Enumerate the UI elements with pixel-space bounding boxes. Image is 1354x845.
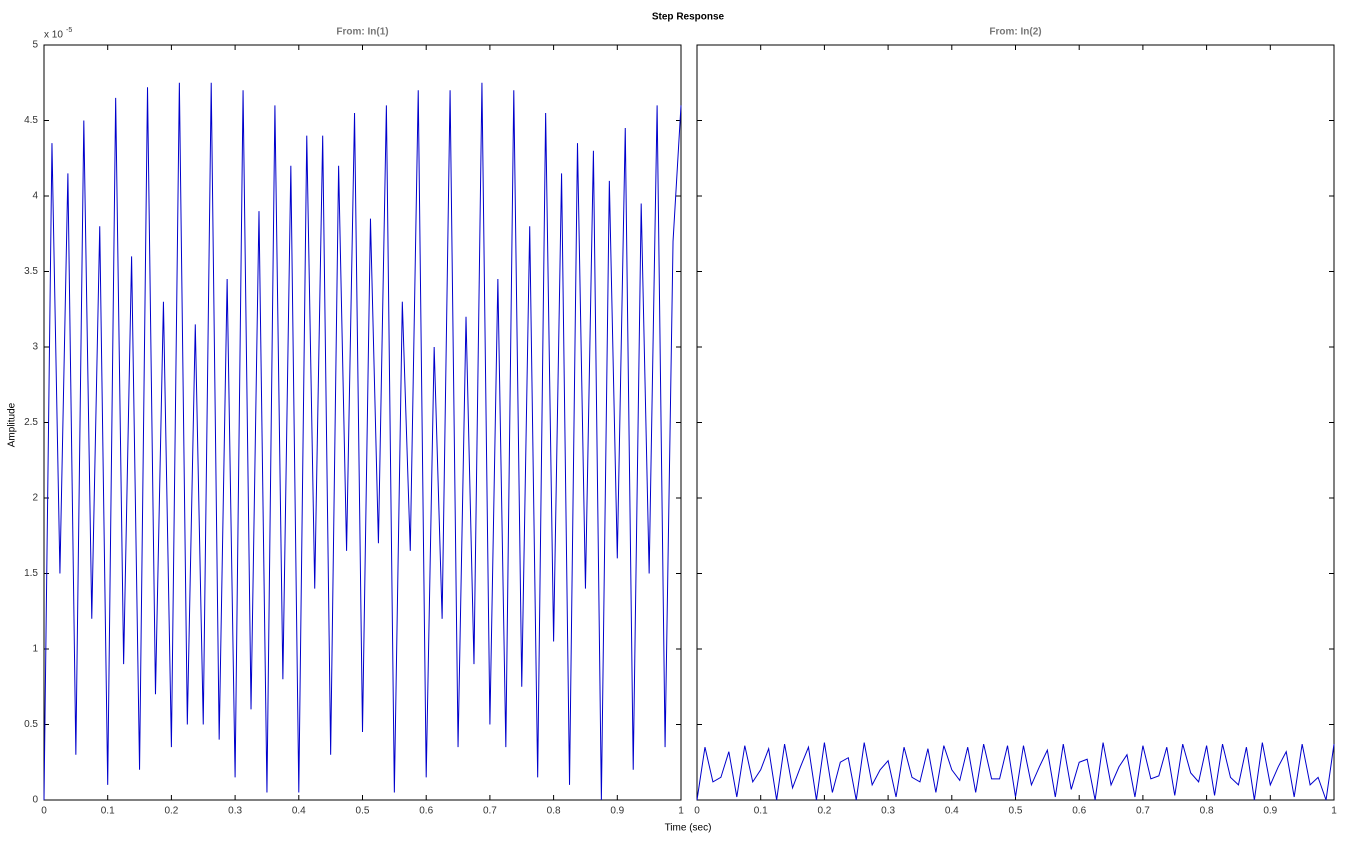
y-tick-label: 1.5 [24, 568, 38, 579]
y-tick-label: 4 [32, 191, 38, 202]
response-line [43, 82, 682, 801]
x-tick-label: 0.5 [1009, 806, 1023, 817]
x-tick-label: 0.2 [164, 806, 178, 817]
x-tick-label: 0.7 [483, 806, 497, 817]
x-tick-label: 0.1 [754, 806, 768, 817]
subplot-title: From: In(2) [989, 27, 1041, 38]
y-tick-label: 1 [32, 644, 38, 655]
chart-title: Step Response [652, 12, 725, 23]
x-tick-label: 0.7 [1136, 806, 1150, 817]
x-tick-label: 0.8 [547, 806, 561, 817]
y-tick-label: 3.5 [24, 266, 38, 277]
x-tick-label: 0.5 [356, 806, 370, 817]
x-tick-label: 0.4 [292, 806, 306, 817]
x-tick-label: 0.9 [610, 806, 624, 817]
y-axis-label: Amplitude [7, 402, 18, 447]
y-tick-label: 3 [32, 342, 38, 353]
x-tick-label: 0.6 [419, 806, 433, 817]
x-tick-label: 0.9 [1263, 806, 1277, 817]
y-exponent-base: x 10 [44, 30, 63, 41]
x-tick-label: 1 [678, 806, 684, 817]
x-tick-label: 0 [694, 806, 700, 817]
x-tick-label: 0.2 [817, 806, 831, 817]
x-tick-label: 0 [41, 806, 47, 817]
y-tick-label: 2.5 [24, 417, 38, 428]
x-tick-label: 0.1 [101, 806, 115, 817]
response-line [696, 742, 1335, 801]
plot-area [696, 44, 1335, 801]
y-tick-label: 0 [32, 795, 38, 806]
x-axis-label: Time (sec) [665, 823, 712, 834]
y-exponent: -5 [66, 27, 72, 34]
y-tick-label: 2 [32, 493, 38, 504]
x-tick-label: 0.4 [945, 806, 959, 817]
y-tick-label: 4.5 [24, 115, 38, 126]
x-tick-label: 0.8 [1200, 806, 1214, 817]
y-tick-label: 0.5 [24, 719, 38, 730]
subplot-title: From: In(1) [336, 27, 388, 38]
x-tick-label: 0.3 [881, 806, 895, 817]
x-tick-label: 0.6 [1072, 806, 1086, 817]
plot-area [43, 44, 682, 801]
x-tick-label: 1 [1331, 806, 1337, 817]
y-tick-label: 5 [32, 40, 38, 51]
x-tick-label: 0.3 [228, 806, 242, 817]
